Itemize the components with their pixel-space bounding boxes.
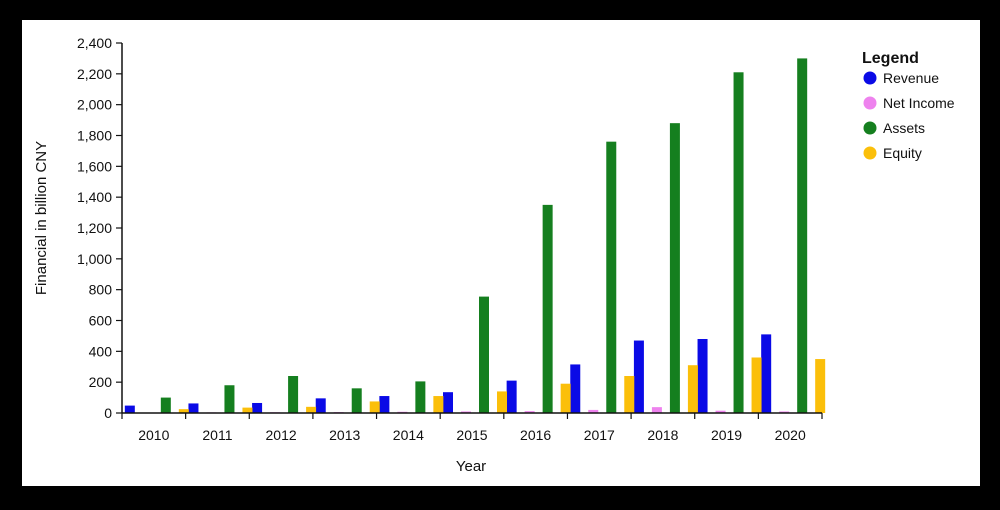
bar-assets [479,296,489,413]
bar-equity [560,383,571,413]
bar-revenue [761,334,772,413]
legend-label: Net Income [883,95,955,111]
bar-assets [542,204,553,413]
y-tick-label: 1,800 [77,128,112,144]
y-tick-label: 800 [89,282,113,298]
y-tick-label: 1,200 [77,220,112,236]
bar-net-income [461,411,471,413]
y-tick-label: 2,400 [77,35,112,51]
bar-net-income [715,410,726,413]
legend: Legend Revenue Net Income Assets Equity [862,50,955,161]
bar-revenue [697,339,708,413]
legend-swatch-net-income [863,96,877,110]
bar-revenue [633,340,644,413]
bar-equity [624,376,635,413]
plot-area [124,58,826,414]
bar-assets [288,376,299,413]
bar-revenue [506,380,517,413]
x-tick-label: 2019 [711,427,742,443]
bar-net-income [651,407,662,413]
bar-chart: 0 200 400 600 800 1,000 1,200 1,400 1,600 1,800 2,… [33,35,955,475]
bar-revenue [252,402,263,413]
bar-assets [160,397,171,413]
y-tick-label: 1,400 [77,189,112,205]
bar-equity [497,391,507,413]
bar-assets [733,72,744,413]
legend-label: Revenue [883,70,939,86]
bar-revenue [443,392,453,413]
y-tick-label: 2,000 [77,97,112,113]
x-axis: 2010 2011 2012 2013 2014 2015 2016 2017 2018 2019… [121,412,823,443]
bar-revenue [315,398,326,413]
bar-equity [369,401,380,413]
x-tick-label: 2017 [584,427,615,443]
bar-equity [178,409,189,413]
x-tick-label: 2012 [266,427,297,443]
y-tick-label: 0 [104,405,112,421]
legend-label: Assets [883,120,925,136]
x-tick-label: 2013 [329,427,360,443]
chart-frame: 0 200 400 600 800 1,000 1,200 1,400 1,600 1,800 2,… [22,20,980,486]
bar-net-income [524,411,535,413]
bar-assets [224,385,235,413]
y-tick-label: 600 [89,313,113,329]
x-tick-label: 2020 [775,427,806,443]
legend-swatch-equity [863,146,877,160]
bar-assets [351,388,362,413]
bar-net-income [779,411,790,413]
y-tick-label: 2,200 [77,66,112,82]
y-axis: 0 200 400 600 800 1,000 1,200 1,400 1,600 1,800 2,… [77,35,123,421]
bar-revenue [379,396,390,413]
bar-equity [306,406,317,413]
bar-revenue [188,403,199,413]
legend-swatch-revenue [863,71,877,85]
y-tick-label: 1,600 [77,158,112,174]
y-tick-label: 400 [89,343,113,359]
bar-assets [415,381,426,413]
legend-title: Legend [862,50,919,67]
bar-equity [433,396,444,413]
y-tick-label: 1,000 [77,251,112,267]
y-tick-label: 200 [89,374,113,390]
bar-assets [606,141,617,413]
bar-assets [669,123,680,414]
bar-net-income [588,409,599,413]
x-tick-label: 2014 [393,427,424,443]
legend-label: Equity [883,145,922,161]
x-tick-label: 2015 [456,427,487,443]
x-tick-label: 2018 [647,427,678,443]
bar-equity [815,359,826,413]
bar-revenue [570,364,581,413]
y-axis-label: Financial in billion CNY [33,141,50,295]
x-tick-label: 2011 [202,427,232,443]
x-axis-label: Year [456,458,486,475]
bar-revenue [124,405,135,413]
x-tick-label: 2010 [138,427,169,443]
bar-equity [687,365,698,413]
bar-equity [242,407,253,413]
bar-assets [797,58,808,414]
legend-swatch-assets [863,121,877,135]
x-tick-label: 2016 [520,427,551,443]
bar-equity [751,357,762,413]
